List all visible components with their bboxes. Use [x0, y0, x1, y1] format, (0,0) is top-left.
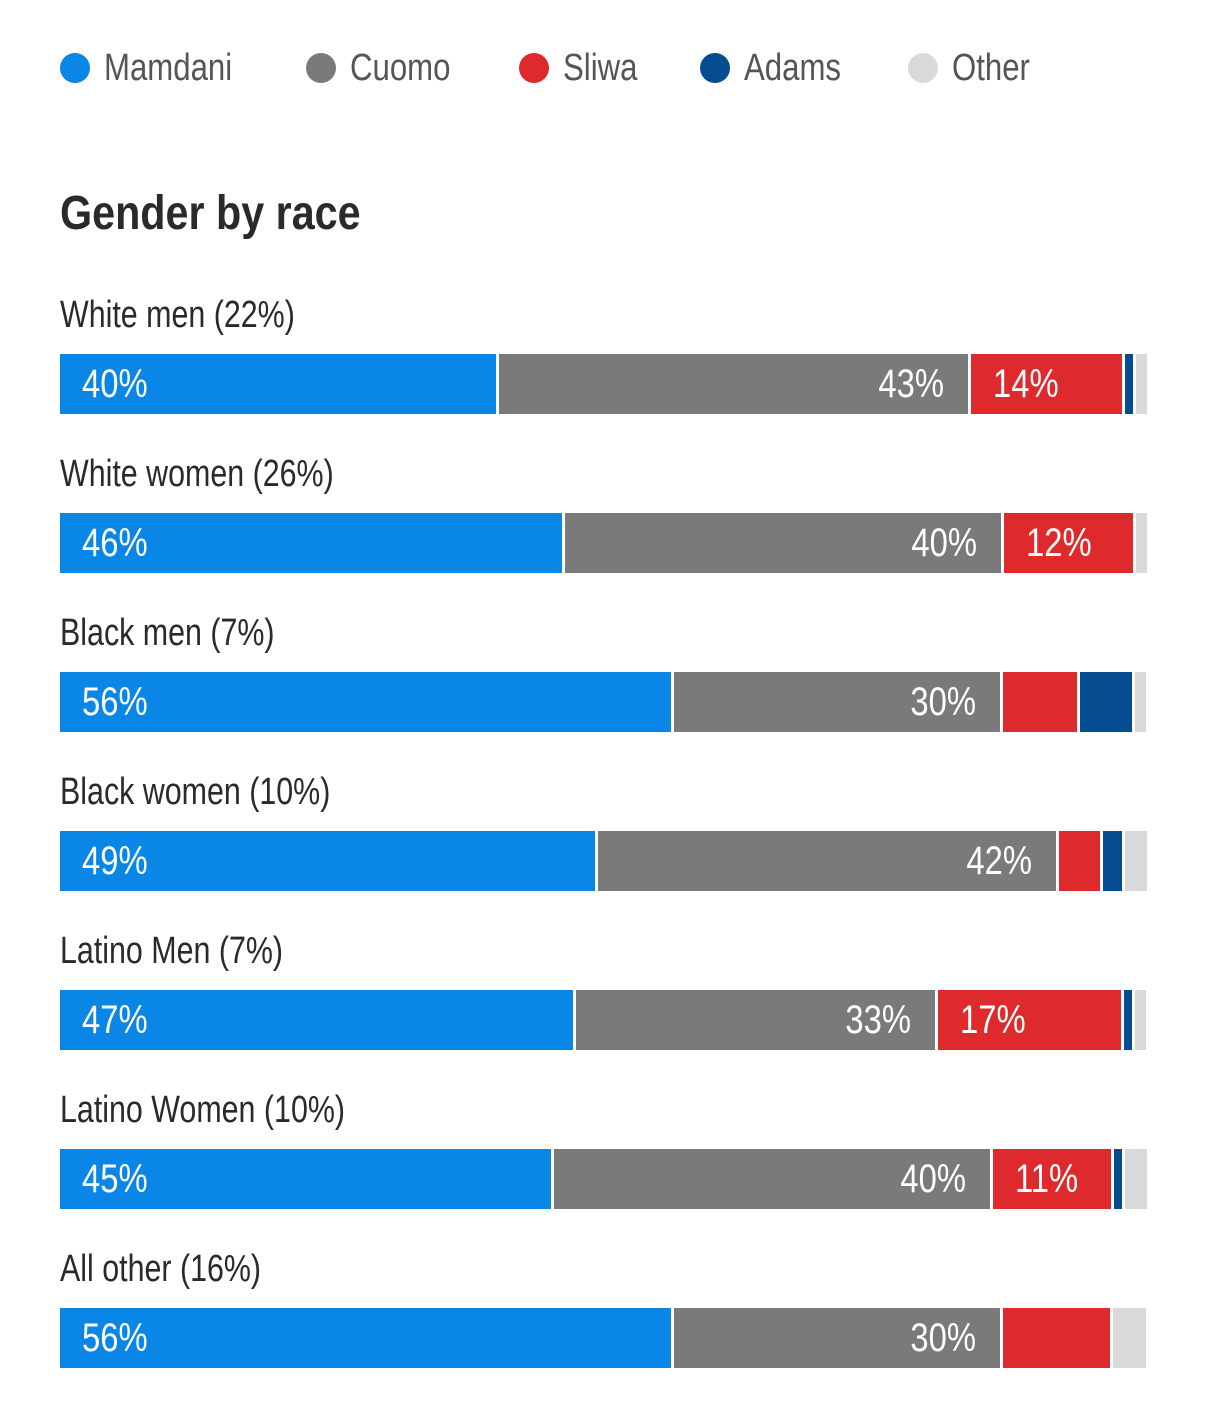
category-label: White men (22%): [60, 294, 295, 336]
data-label-cuomo: 40%: [911, 521, 977, 565]
category-label: Latino Women (10%): [60, 1089, 345, 1131]
bar-segment-mamdani: 49%: [60, 831, 598, 891]
category-label: Black women (10%): [60, 771, 331, 813]
legend-dot-adams: [699, 53, 730, 83]
data-label-cuomo: 40%: [900, 1157, 966, 1201]
legend-label: Adams: [743, 46, 841, 89]
bar-group-white-women-26: White women (26%) 46% 40% 12%: [60, 449, 1147, 608]
bar-segment-sliwa: [1059, 831, 1103, 891]
bar-segment-cuomo: 30%: [674, 1308, 1003, 1368]
bar-segment-mamdani: 56%: [60, 1308, 674, 1368]
bar-segment-sliwa: [1003, 672, 1080, 732]
bar-segment-other: [1135, 672, 1146, 732]
data-label-mamdani: 46%: [82, 521, 148, 565]
bar-group-white-men-22: White men (22%) 40% 43% 14%: [60, 290, 1147, 449]
bar-group-black-women-10: Black women (10%) 49% 42%: [60, 767, 1147, 926]
bar-segment-cuomo: 42%: [598, 831, 1059, 891]
category-label: All other (16%): [60, 1248, 262, 1290]
legend-dot-cuomo: [306, 53, 337, 83]
legend: Mamdani Cuomo Sliwa Adams Other: [60, 40, 1093, 96]
legend-dot-other: [907, 53, 938, 83]
data-label-mamdani: 45%: [82, 1157, 148, 1201]
data-label-mamdani: 56%: [82, 1316, 148, 1360]
data-label-mamdani: 49%: [82, 839, 148, 883]
chart-title: Gender by race: [60, 187, 361, 240]
category-label: Latino Men (7%): [60, 930, 284, 972]
data-label-cuomo: 33%: [845, 998, 911, 1042]
data-label-sliwa: 11%: [1015, 1157, 1079, 1201]
bar-segment-mamdani: 40%: [60, 354, 499, 414]
stacked-bar: 56% 30%: [60, 1308, 1146, 1368]
data-label-sliwa: 12%: [1026, 521, 1092, 565]
bar-segment-cuomo: 43%: [499, 354, 971, 414]
data-label-mamdani: 47%: [82, 998, 148, 1042]
legend-label: Sliwa: [562, 46, 638, 89]
bar-group-latino-women-10: Latino Women (10%) 45% 40% 11%: [60, 1085, 1147, 1244]
bar-segment-cuomo: 33%: [576, 990, 938, 1050]
stacked-bar: 46% 40% 12%: [60, 513, 1147, 573]
bar-segment-adams: [1114, 1149, 1125, 1209]
data-label-cuomo: 43%: [878, 362, 944, 406]
data-label-sliwa: 14%: [993, 362, 1059, 406]
legend-dot-sliwa: [518, 53, 549, 83]
bar-segment-adams: [1124, 990, 1135, 1050]
bar-segment-sliwa: [1003, 1308, 1113, 1368]
legend-label: Other: [951, 46, 1030, 89]
legend-item-other: Other: [907, 46, 1047, 90]
legend-item-adams: Adams: [699, 46, 862, 90]
stacked-bar: 56% 30%: [60, 672, 1146, 732]
data-label-mamdani: 40%: [82, 362, 148, 406]
bar-segment-cuomo: 40%: [554, 1149, 993, 1209]
bar-group-all-other-16: All other (16%) 56% 30%: [60, 1244, 1146, 1403]
legend-dot-mamdani: [60, 53, 90, 83]
bar-segment-other: [1136, 513, 1147, 573]
data-label-cuomo: 42%: [966, 839, 1032, 883]
stacked-bar: 40% 43% 14%: [60, 354, 1147, 414]
bar-segment-other: [1136, 354, 1147, 414]
bar-segment-adams: [1125, 354, 1136, 414]
data-label-cuomo: 30%: [910, 680, 976, 724]
bar-segment-sliwa: 12%: [1004, 513, 1136, 573]
legend-item-mamdani: Mamdani: [60, 47, 260, 90]
stacked-bar: 45% 40% 11%: [60, 1149, 1147, 1209]
legend-label: Cuomo: [350, 46, 451, 89]
bar-segment-cuomo: 30%: [674, 672, 1003, 732]
data-label-cuomo: 30%: [910, 1316, 976, 1360]
bar-segment-other: [1125, 831, 1147, 891]
bar-segment-mamdani: 47%: [60, 990, 576, 1050]
stacked-bar: 49% 42%: [60, 831, 1147, 891]
bar-segment-other: [1113, 1308, 1146, 1368]
bar-segment-adams: [1080, 672, 1135, 732]
bar-segment-cuomo: 40%: [565, 513, 1004, 573]
bar-segment-adams: [1103, 831, 1125, 891]
legend-label: Mamdani: [104, 46, 233, 89]
bar-segment-sliwa: 17%: [938, 990, 1124, 1050]
data-label-sliwa: 17%: [960, 998, 1026, 1042]
bar-segment-other: [1135, 990, 1146, 1050]
bar-segment-other: [1125, 1149, 1147, 1209]
bar-segment-mamdani: 56%: [60, 672, 674, 732]
stacked-bar: 47% 33% 17%: [60, 990, 1146, 1050]
bar-segment-mamdani: 46%: [60, 513, 565, 573]
bar-segment-sliwa: 14%: [971, 354, 1125, 414]
bar-segment-mamdani: 45%: [60, 1149, 554, 1209]
data-label-mamdani: 56%: [82, 680, 148, 724]
legend-item-cuomo: Cuomo: [306, 47, 473, 90]
legend-item-sliwa: Sliwa: [518, 46, 654, 90]
category-label: White women (26%): [60, 453, 334, 495]
bar-group-black-men-7: Black men (7%) 56% 30%: [60, 608, 1146, 767]
bar-group-latino-men-7: Latino Men (7%) 47% 33% 17%: [60, 926, 1146, 1085]
category-label: Black men (7%): [60, 612, 275, 654]
bar-segment-sliwa: 11%: [993, 1149, 1114, 1209]
stacked-bar-chart: White men (22%) 40% 43% 14% White women (26%…: [60, 290, 1147, 1403]
